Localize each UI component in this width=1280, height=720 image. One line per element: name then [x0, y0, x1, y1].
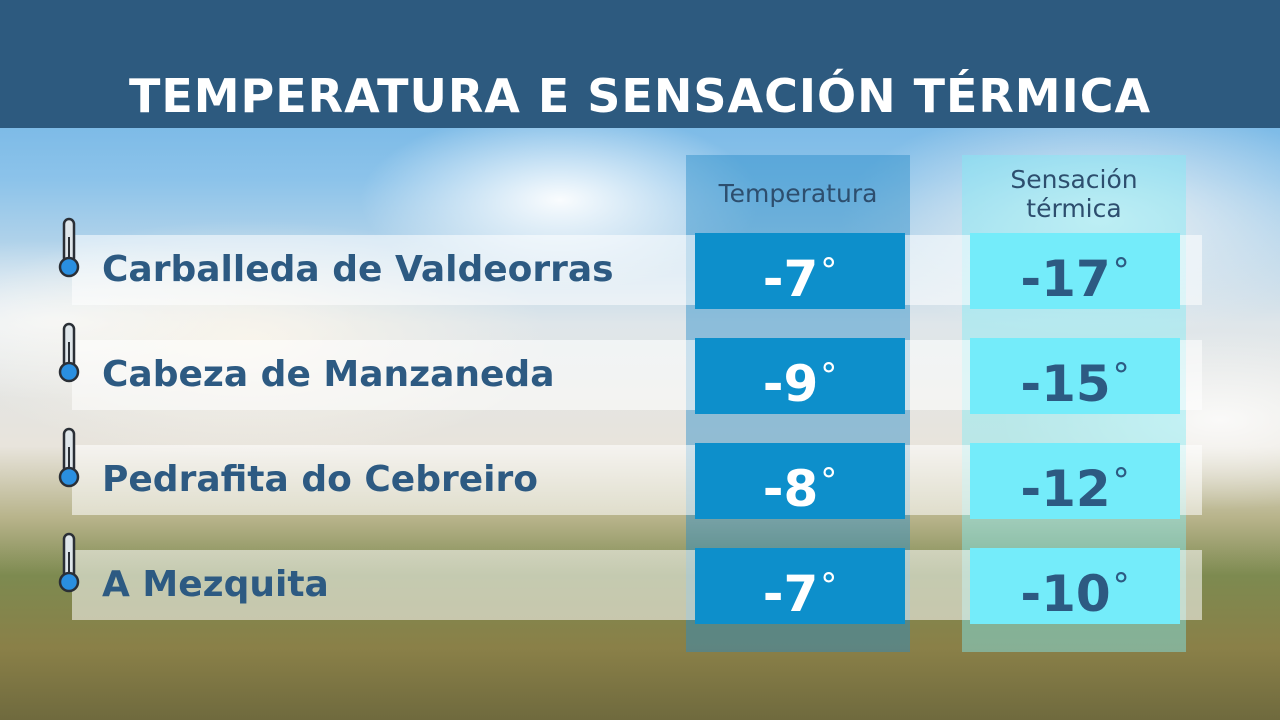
page-title: TEMPERATURA E SENSACIÓN TÉRMICA: [128, 69, 1152, 123]
temperature-value: -8°: [695, 443, 905, 519]
degree-symbol: °: [1112, 251, 1130, 291]
temperature-number: -8: [762, 460, 819, 518]
temperature-number: -9: [762, 355, 819, 413]
feels-like-value: -10°: [970, 548, 1180, 624]
degree-symbol: °: [820, 566, 838, 606]
degree-symbol: °: [1112, 461, 1130, 501]
degree-symbol: °: [820, 461, 838, 501]
temperature-number: -7: [762, 565, 819, 623]
header-bar: [0, 0, 1280, 128]
feels-like-number: -15: [1020, 355, 1111, 413]
thermometer-icon: [56, 427, 82, 489]
thermometer-icon: [56, 532, 82, 594]
temperature-value: -7°: [695, 548, 905, 624]
degree-symbol: °: [1112, 566, 1130, 606]
temperature-header: Temperatura: [718, 179, 878, 208]
place-name: Cabeza de Manzaneda: [102, 354, 555, 395]
place-name: Pedrafita do Cebreiro: [102, 459, 538, 500]
temperature-value: -7°: [695, 233, 905, 309]
feels-like-header: Sensación térmica: [1010, 165, 1138, 223]
place-name: Carballeda de Valdeorras: [102, 249, 614, 290]
feels-like-number: -17: [1020, 250, 1111, 308]
degree-symbol: °: [1112, 356, 1130, 396]
degree-symbol: °: [820, 356, 838, 396]
thermometer-icon: [56, 322, 82, 384]
place-name: A Mezquita: [102, 564, 329, 605]
feels-like-number: -12: [1020, 460, 1111, 518]
temperature-number: -7: [762, 250, 819, 308]
degree-symbol: °: [820, 251, 838, 291]
feels-like-value: -12°: [970, 443, 1180, 519]
temperature-value: -9°: [695, 338, 905, 414]
feels-like-value: -15°: [970, 338, 1180, 414]
thermometer-icon: [56, 217, 82, 279]
feels-like-value: -17°: [970, 233, 1180, 309]
feels-like-number: -10: [1020, 565, 1111, 623]
